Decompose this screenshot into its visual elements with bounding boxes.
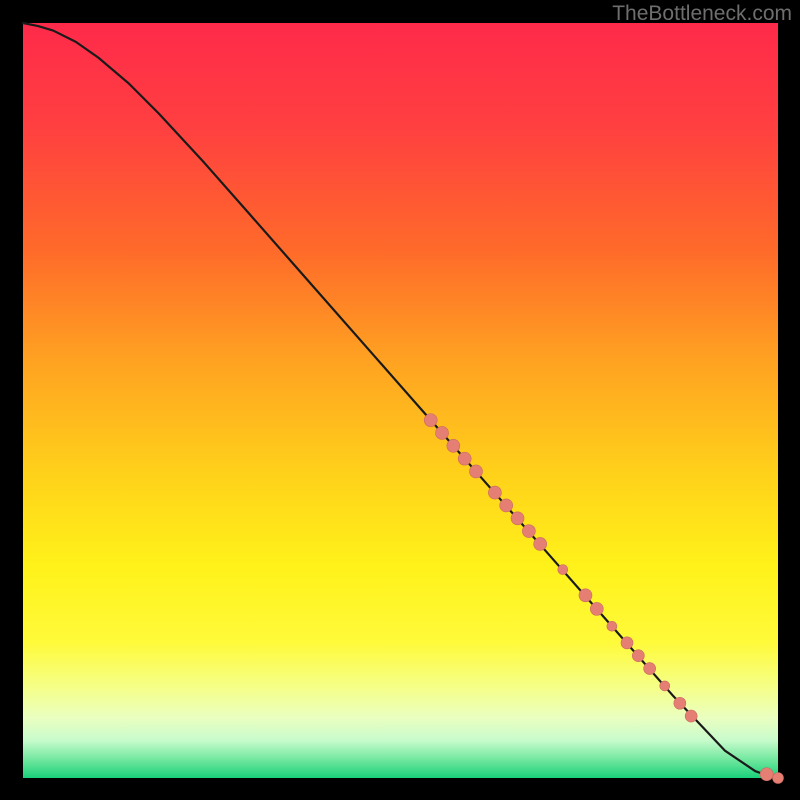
scatter-marker <box>436 426 449 439</box>
scatter-marker <box>632 650 644 662</box>
scatter-marker <box>644 663 656 675</box>
scatter-marker <box>621 637 633 649</box>
scatter-marker <box>458 452 471 465</box>
watermark-text: TheBottleneck.com <box>612 2 792 26</box>
scatter-marker <box>660 681 670 691</box>
scatter-marker <box>674 697 686 709</box>
scatter-marker <box>590 602 603 615</box>
scatter-marker <box>607 621 617 631</box>
scatter-marker <box>685 710 697 722</box>
scatter-marker <box>773 773 784 784</box>
scatter-marker <box>511 512 524 525</box>
scatter-marker <box>488 486 501 499</box>
scatter-marker <box>522 525 535 538</box>
scatter-marker <box>534 537 547 550</box>
scatter-marker <box>424 414 437 427</box>
chart-svg <box>0 0 800 800</box>
scatter-marker <box>500 499 513 512</box>
scatter-marker <box>579 589 592 602</box>
chart-stage: TheBottleneck.com <box>0 0 800 800</box>
plot-gradient-background <box>23 23 778 778</box>
scatter-marker <box>558 565 568 575</box>
scatter-marker <box>470 465 483 478</box>
scatter-marker <box>447 439 460 452</box>
scatter-marker <box>760 768 773 781</box>
